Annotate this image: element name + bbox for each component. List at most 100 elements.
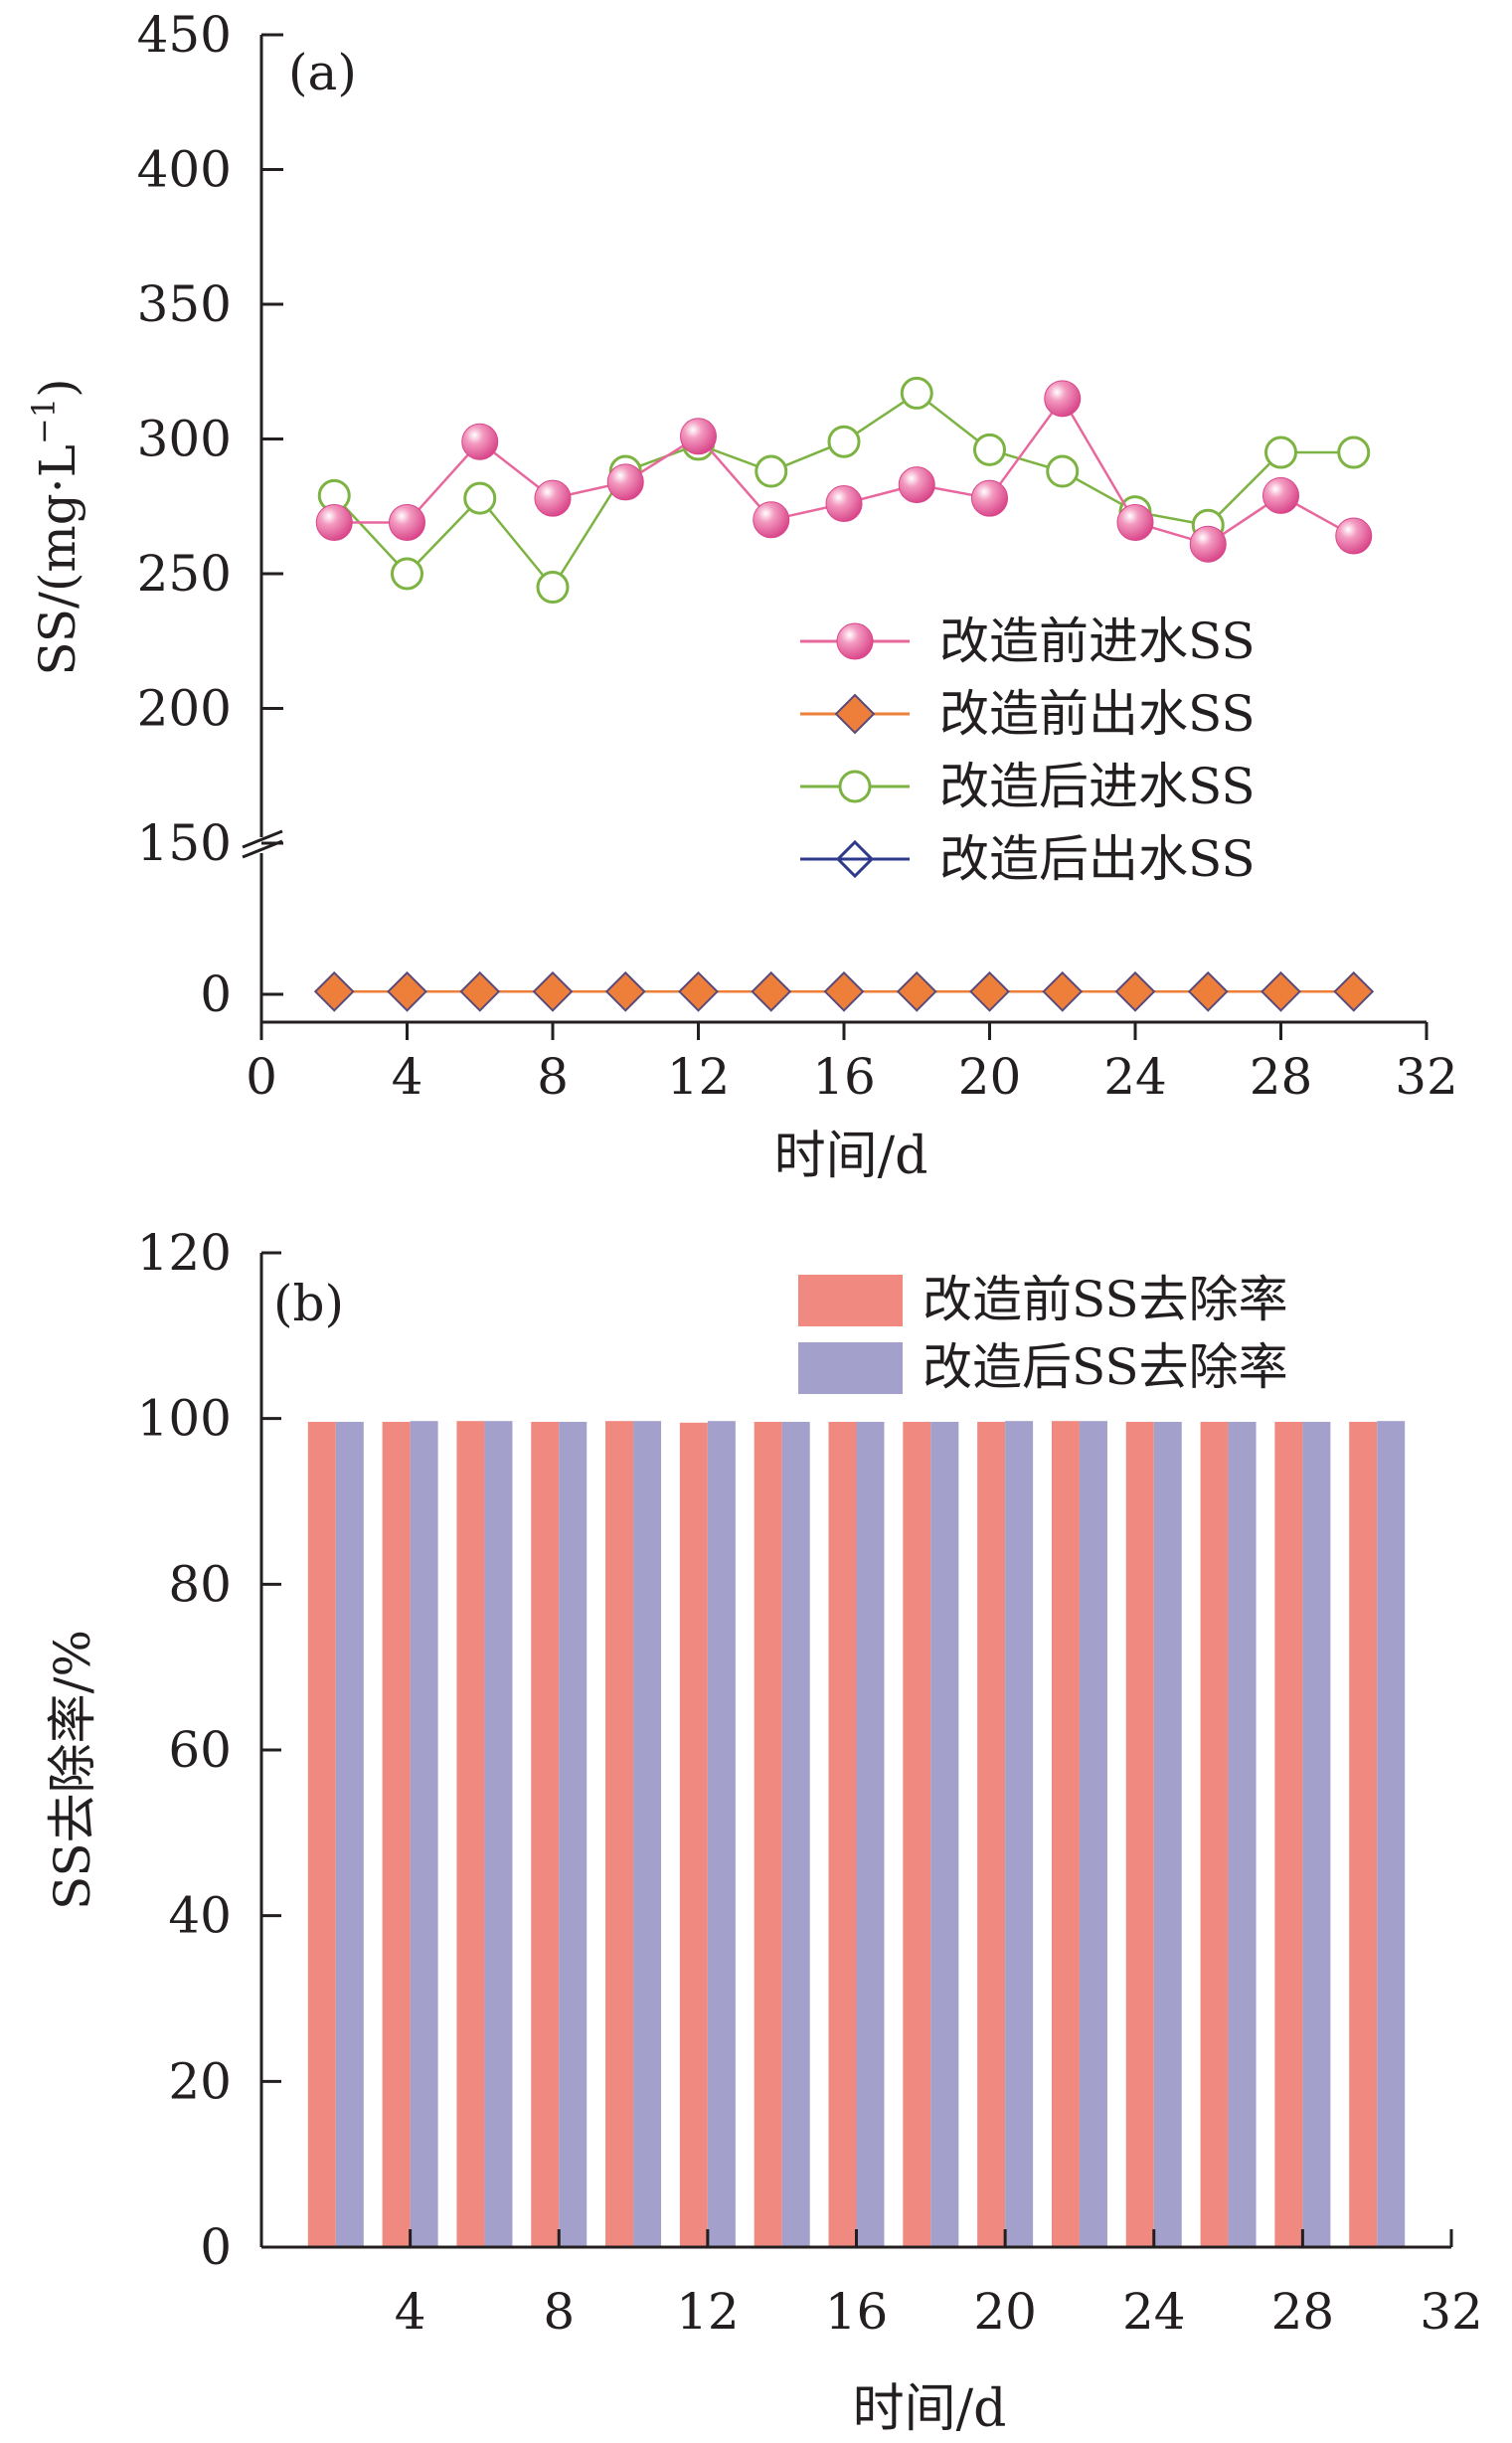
data-point-a <box>532 970 574 1012</box>
y-tick-label-b: 40 <box>168 1887 232 1945</box>
line-chart-panel-a: 0 4 8 12 16 20 24 28 32 150 200 250 300 350 400 450 0 改… <box>25 6 1458 1186</box>
data-point-a <box>1337 436 1371 469</box>
data-point-a <box>459 970 501 1012</box>
x-tick-label-b: 16 <box>825 2283 889 2341</box>
bar-1-b <box>633 1421 662 2247</box>
legend-marker-a <box>834 693 876 735</box>
bar-0-b <box>605 1421 634 2247</box>
y-tick-label-a: 450 <box>137 6 232 64</box>
y-tick-label-a: 200 <box>137 680 232 738</box>
data-point-a <box>1333 970 1375 1012</box>
x-tick-label-a: 4 <box>392 1048 423 1106</box>
bar-1-b <box>1377 1421 1406 2247</box>
legend-marker-a <box>838 770 872 803</box>
bar-0-b <box>679 1422 708 2247</box>
data-point-a <box>827 425 861 458</box>
series-1-a <box>313 970 1375 1012</box>
x-axis-label-b: 时间/d <box>853 2379 1007 2439</box>
bar-0-b <box>307 1422 336 2247</box>
bar-1-b <box>1079 1421 1107 2247</box>
axis-break-mark-2 <box>242 829 283 849</box>
y-axis-label-a-main: SS/(mg·L <box>29 444 86 676</box>
x-tick-label-b: 28 <box>1271 2283 1335 2341</box>
data-point-a <box>313 970 355 1012</box>
x-tick-label-a: 20 <box>958 1048 1022 1106</box>
legend-a: 改造前进水SS 改造前出水SS 改造后进水SS 改造后出水SS <box>800 612 1256 888</box>
y-axis-label-b: SS去除率/% <box>44 1630 101 1910</box>
bar-1-b <box>707 1421 736 2247</box>
y-tick-label-b: 0 <box>200 2218 232 2276</box>
legend-swatch-b <box>798 1342 903 1394</box>
y-tick-label-b: 80 <box>168 1555 232 1613</box>
y-axis-label-a: SS/(mg·L−1) <box>25 378 86 675</box>
data-point-a <box>387 970 427 1012</box>
data-point-a <box>1042 970 1084 1012</box>
x-tick-label-b: 20 <box>973 2283 1037 2341</box>
x-tick-label-b: 32 <box>1420 2283 1483 2341</box>
data-point-a <box>1335 517 1373 555</box>
data-point-a <box>751 970 792 1012</box>
y-tick-label-b: 20 <box>168 2052 232 2110</box>
bar-0-b <box>977 1422 1006 2247</box>
data-point-a <box>680 418 717 455</box>
y-tick-label-b: 120 <box>137 1224 232 1282</box>
y-tick-label-a: 250 <box>137 545 232 603</box>
y-tick-labels-b: 0 20 40 60 80 100 120 <box>137 1224 232 2276</box>
bars-b <box>307 1421 1406 2247</box>
data-point-a <box>463 481 497 515</box>
data-point-a <box>755 454 788 488</box>
data-point-a <box>1262 476 1299 514</box>
data-point-a <box>606 463 644 501</box>
data-point-a <box>896 970 937 1012</box>
legend-marker-a <box>835 839 875 879</box>
data-point-a <box>1187 970 1229 1012</box>
x-tick-label-a: 0 <box>246 1048 277 1106</box>
bar-1-b <box>484 1421 513 2247</box>
bar-0-b <box>531 1422 560 2247</box>
bar-0-b <box>1051 1421 1080 2247</box>
legend-label-a: 改造后出水SS <box>939 830 1256 888</box>
y-tick-label-a: 350 <box>137 275 232 333</box>
y-tick-label-a: 150 <box>137 814 232 872</box>
x-tick-label-a: 32 <box>1395 1048 1458 1106</box>
data-point-a <box>971 479 1008 517</box>
data-point-a <box>1044 380 1082 418</box>
x-tick-label-b: 24 <box>1122 2283 1186 2341</box>
x-tick-label-a: 8 <box>537 1048 569 1106</box>
bar-1-b <box>559 1422 588 2247</box>
series-a <box>313 376 1375 1012</box>
data-point-a <box>536 571 570 605</box>
bar-1-b <box>1302 1422 1331 2247</box>
y-tick-label-a: 0 <box>200 965 232 1023</box>
y-tick-label-a: 400 <box>137 141 232 199</box>
bar-0-b <box>903 1422 931 2247</box>
bar-0-b <box>754 1422 782 2247</box>
data-point-a <box>315 504 353 542</box>
x-tick-label-b: 12 <box>676 2283 740 2341</box>
data-point-a <box>1260 970 1301 1012</box>
y-axis-label-a-sup: −1 <box>25 398 63 444</box>
bar-1-b <box>1228 1422 1257 2247</box>
bar-1-b <box>1153 1422 1182 2247</box>
x-tick-label-b: 8 <box>543 2283 575 2341</box>
x-tick-label-b: 4 <box>395 2283 426 2341</box>
bar-1-b <box>335 1422 364 2247</box>
legend-label-b: 改造后SS去除率 <box>923 1338 1288 1396</box>
x-tick-label-a: 28 <box>1250 1048 1313 1106</box>
x-tick-labels-a: 0 4 8 12 16 20 24 28 32 <box>246 1048 1458 1106</box>
y-tick-label-a: 300 <box>137 411 232 468</box>
data-point-a <box>823 970 865 1012</box>
legend-label-b: 改造前SS去除率 <box>923 1271 1288 1328</box>
x-tick-label-a: 12 <box>667 1048 731 1106</box>
data-point-a <box>534 479 572 517</box>
bar-1-b <box>410 1421 438 2247</box>
data-point-a <box>1114 970 1156 1012</box>
bar-0-b <box>1349 1422 1378 2247</box>
data-point-a <box>969 970 1010 1012</box>
data-point-a <box>1046 454 1080 488</box>
axes-b <box>259 1251 1453 2249</box>
data-point-a <box>389 504 425 542</box>
y-tick-label-b: 60 <box>168 1721 232 1779</box>
